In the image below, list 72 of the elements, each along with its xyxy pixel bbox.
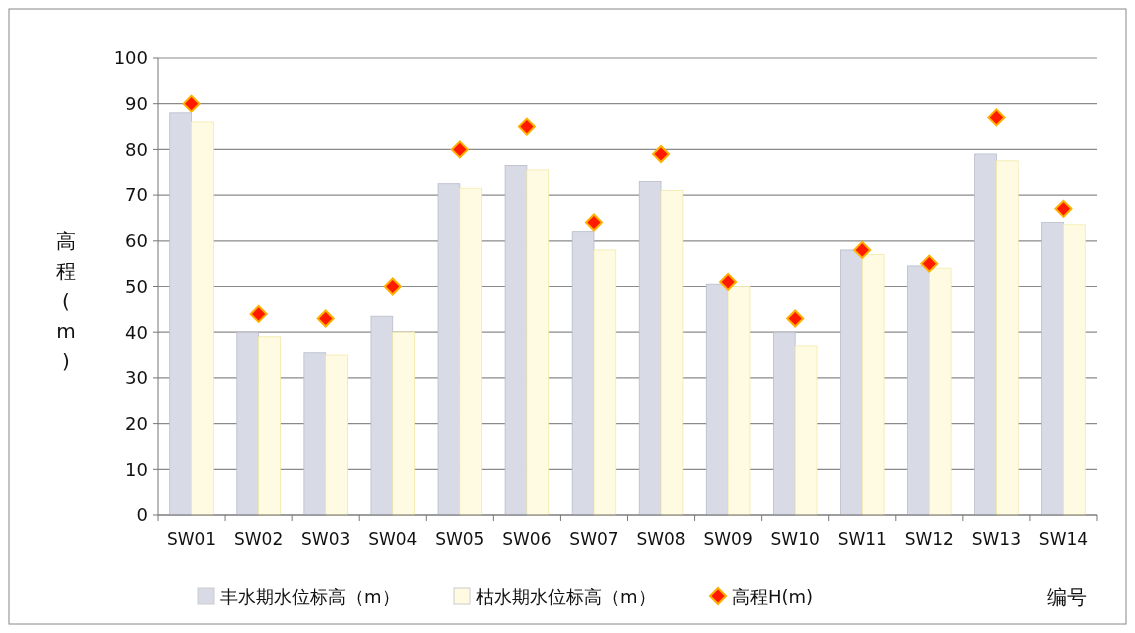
- bar: [191, 121, 214, 516]
- y-tick-label: 100: [113, 47, 148, 69]
- y-tick-label: 70: [125, 184, 148, 206]
- point: [249, 304, 268, 323]
- x-tick-label: SW13: [971, 529, 1022, 549]
- bar: [772, 331, 796, 516]
- bar: [794, 345, 818, 516]
- x-tick-label: SW12: [904, 529, 954, 549]
- y-tick-label: 0: [136, 504, 148, 526]
- point: [853, 240, 872, 259]
- point: [652, 144, 671, 163]
- bar: [593, 249, 617, 516]
- bar: [907, 265, 930, 516]
- bar: [370, 315, 394, 516]
- bar: [236, 331, 260, 516]
- bar: [169, 112, 192, 516]
- bar: [840, 249, 863, 516]
- y-tick-label: 60: [125, 230, 148, 252]
- bar: [437, 183, 461, 516]
- bar: [995, 160, 1019, 516]
- x-tick-label: SW02: [233, 529, 284, 549]
- y-axis-title: 高程(m): [56, 229, 76, 373]
- bar: [660, 190, 684, 516]
- legend-label: 高程H(m): [732, 586, 814, 608]
- bar: [459, 187, 483, 516]
- x-tick-label: SW09: [703, 529, 753, 549]
- x-tick-label: SW08: [636, 529, 686, 549]
- x-axis-title: 编号: [1047, 585, 1087, 609]
- legend-label: 丰水期水位标高（m）: [220, 586, 400, 608]
- x-tick-label: SW14: [1038, 529, 1089, 549]
- y-tick-label: 20: [125, 412, 148, 434]
- point: [182, 94, 201, 113]
- bar: [705, 283, 729, 516]
- bar: [1041, 222, 1064, 516]
- bar: [638, 180, 662, 516]
- x-tick-label: SW10: [770, 529, 820, 549]
- point: [584, 213, 603, 232]
- point: [316, 309, 335, 328]
- bar: [974, 153, 997, 516]
- x-tick-label: SW05: [435, 529, 485, 549]
- point: [517, 117, 536, 136]
- y-tick-label: 80: [125, 138, 148, 160]
- x-tick-label: SW03: [301, 529, 351, 549]
- y-tick-label: 40: [125, 321, 148, 343]
- y-tick-label: 10: [125, 458, 148, 480]
- bar: [571, 231, 595, 516]
- x-tick-label: SW11: [837, 529, 887, 549]
- y-tick-label: 30: [125, 367, 148, 389]
- bar: [727, 286, 751, 516]
- bar: [928, 267, 952, 516]
- x-tick-label: SW01: [166, 529, 217, 549]
- bar: [526, 169, 550, 516]
- bar: [258, 336, 281, 516]
- bar: [392, 331, 415, 516]
- point: [920, 254, 939, 273]
- legend-label: 枯水期水位标高（m）: [476, 586, 656, 608]
- bar: [325, 354, 348, 516]
- y-tick-label: 90: [125, 93, 148, 114]
- point: [786, 309, 805, 328]
- bar: [504, 165, 528, 516]
- x-tick-label: SW06: [502, 529, 552, 549]
- x-tick-label: SW04: [368, 529, 418, 549]
- point: [987, 108, 1006, 127]
- x-tick-label: SW07: [569, 529, 619, 549]
- y-tick-label: 50: [125, 275, 148, 297]
- bar: [303, 352, 327, 516]
- point: [719, 272, 738, 291]
- point: [450, 140, 469, 159]
- bar: [1063, 224, 1086, 516]
- point: [383, 277, 402, 296]
- bar: [861, 254, 885, 516]
- point: [1054, 199, 1073, 218]
